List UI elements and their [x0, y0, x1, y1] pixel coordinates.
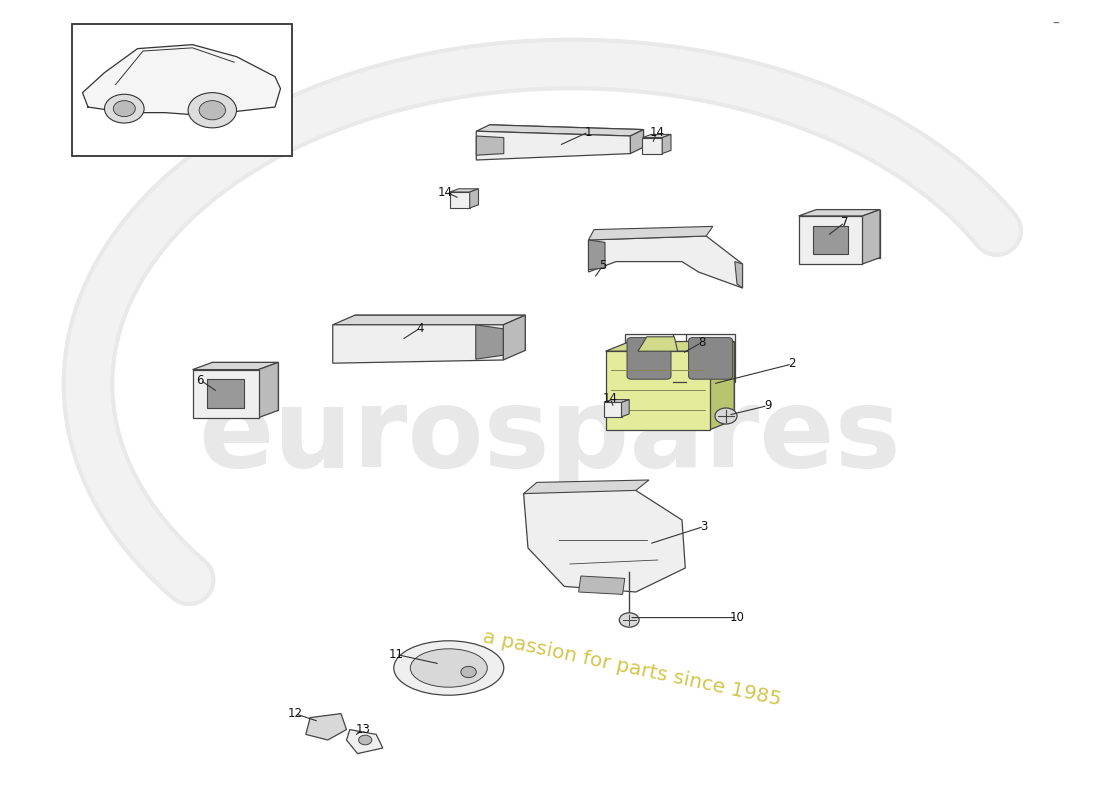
Text: 3: 3 [701, 520, 707, 533]
Text: 6: 6 [197, 374, 204, 386]
Circle shape [619, 613, 639, 627]
Circle shape [113, 101, 135, 117]
Polygon shape [605, 342, 735, 351]
Text: 10: 10 [729, 611, 745, 624]
Text: a passion for parts since 1985: a passion for parts since 1985 [482, 627, 783, 709]
Text: 1: 1 [585, 126, 592, 138]
Polygon shape [524, 488, 685, 592]
Polygon shape [630, 130, 644, 154]
Polygon shape [258, 362, 278, 418]
Text: 9: 9 [764, 399, 771, 412]
Text: eurospares: eurospares [199, 382, 901, 490]
Text: 4: 4 [417, 322, 424, 334]
Polygon shape [816, 210, 880, 258]
Polygon shape [642, 134, 671, 138]
Polygon shape [346, 730, 383, 754]
Polygon shape [605, 351, 711, 430]
Text: 8: 8 [698, 336, 705, 349]
Circle shape [715, 408, 737, 424]
Polygon shape [862, 210, 880, 264]
Polygon shape [212, 362, 278, 410]
Polygon shape [476, 125, 644, 136]
Polygon shape [475, 325, 504, 359]
Polygon shape [799, 216, 862, 264]
Polygon shape [524, 480, 649, 494]
Polygon shape [192, 362, 278, 370]
Polygon shape [470, 189, 478, 208]
Circle shape [199, 101, 226, 120]
Polygon shape [588, 236, 742, 288]
Polygon shape [588, 226, 713, 240]
Circle shape [461, 666, 476, 678]
Text: 12: 12 [287, 707, 303, 720]
Polygon shape [662, 134, 671, 154]
Circle shape [188, 93, 236, 128]
Polygon shape [450, 192, 470, 208]
FancyBboxPatch shape [627, 338, 671, 379]
FancyBboxPatch shape [689, 338, 733, 379]
Polygon shape [579, 576, 625, 594]
Polygon shape [711, 342, 735, 430]
Circle shape [104, 94, 144, 123]
Polygon shape [332, 315, 526, 325]
Text: 14: 14 [438, 186, 453, 198]
Polygon shape [192, 370, 258, 418]
Polygon shape [476, 131, 630, 160]
Text: –: – [1053, 17, 1059, 31]
Polygon shape [642, 138, 662, 154]
Polygon shape [625, 334, 673, 382]
Text: 14: 14 [603, 392, 618, 405]
Text: 11: 11 [388, 648, 404, 661]
Polygon shape [354, 315, 526, 354]
Polygon shape [799, 210, 880, 216]
Ellipse shape [394, 641, 504, 695]
Text: 13: 13 [355, 723, 371, 736]
Polygon shape [621, 400, 629, 417]
Polygon shape [306, 714, 346, 740]
Ellipse shape [410, 649, 487, 687]
Polygon shape [813, 226, 848, 254]
Text: 2: 2 [789, 358, 795, 370]
Polygon shape [604, 402, 622, 417]
Text: 5: 5 [600, 259, 606, 272]
Bar [72, 24, 292, 156]
Polygon shape [504, 315, 526, 360]
Polygon shape [207, 379, 244, 408]
Circle shape [359, 735, 372, 745]
Text: 14: 14 [649, 126, 664, 138]
Polygon shape [735, 262, 743, 288]
Polygon shape [490, 125, 644, 154]
Polygon shape [82, 45, 280, 115]
Polygon shape [588, 240, 605, 270]
Text: 7: 7 [842, 216, 848, 229]
Polygon shape [604, 400, 629, 402]
Polygon shape [686, 334, 735, 382]
Polygon shape [476, 136, 504, 155]
Polygon shape [629, 342, 735, 420]
Polygon shape [638, 337, 678, 351]
Polygon shape [450, 189, 478, 192]
Polygon shape [332, 325, 504, 363]
